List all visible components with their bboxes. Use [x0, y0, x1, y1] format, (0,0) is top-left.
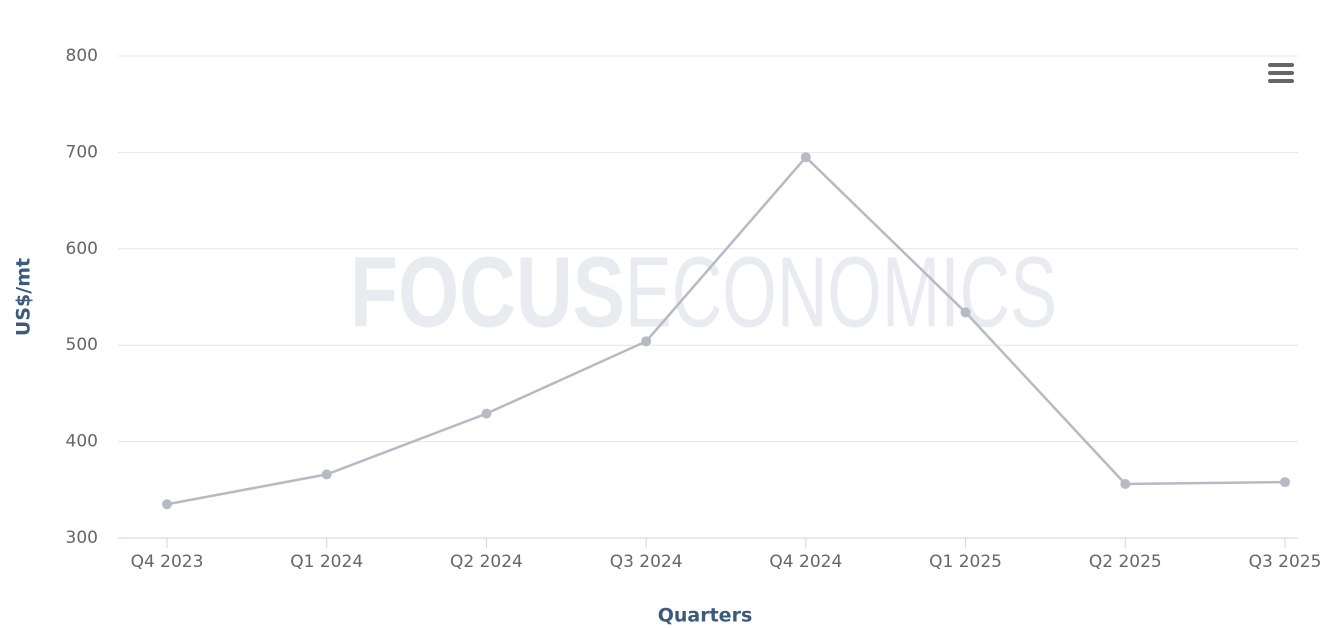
point: [960, 307, 971, 318]
y-tick-label: 700: [66, 142, 98, 162]
point: [641, 336, 652, 347]
point: [481, 408, 492, 419]
point: [162, 499, 172, 510]
x-tick-label: Q2 2025: [1089, 552, 1162, 572]
x-tick-label: Q3 2024: [610, 552, 683, 572]
point: [800, 152, 811, 163]
point: [321, 469, 332, 480]
line: [166, 155, 1286, 506]
menu-bar: [1268, 71, 1294, 75]
y-tick-label: 300: [66, 528, 98, 548]
menu-bar: [1268, 63, 1294, 67]
y-tick-label: 600: [66, 239, 98, 259]
x-tick-label: Q1 2025: [929, 552, 1002, 572]
x-tick-label: Q4 2024: [769, 552, 842, 572]
x-tick-label: Q4 2023: [131, 552, 204, 572]
x-tick-label: Q1 2024: [290, 552, 363, 572]
point: [1120, 479, 1131, 490]
point: [1280, 477, 1290, 488]
y-axis-title: US$/mt: [13, 258, 35, 336]
y-tick-label: 500: [66, 335, 98, 355]
y-tick-label: 800: [66, 46, 98, 66]
x-axis-title: Quarters: [658, 605, 753, 627]
menu-bar: [1268, 79, 1294, 83]
x-tick-label: Q3 2025: [1249, 552, 1322, 572]
x-tick-label: Q2 2024: [450, 552, 523, 572]
menu-button[interactable]: [1268, 63, 1294, 83]
watermark: FOCUS: [350, 236, 625, 348]
y-tick-label: 400: [66, 432, 98, 452]
watermark: ECONOMICS: [625, 236, 1057, 348]
